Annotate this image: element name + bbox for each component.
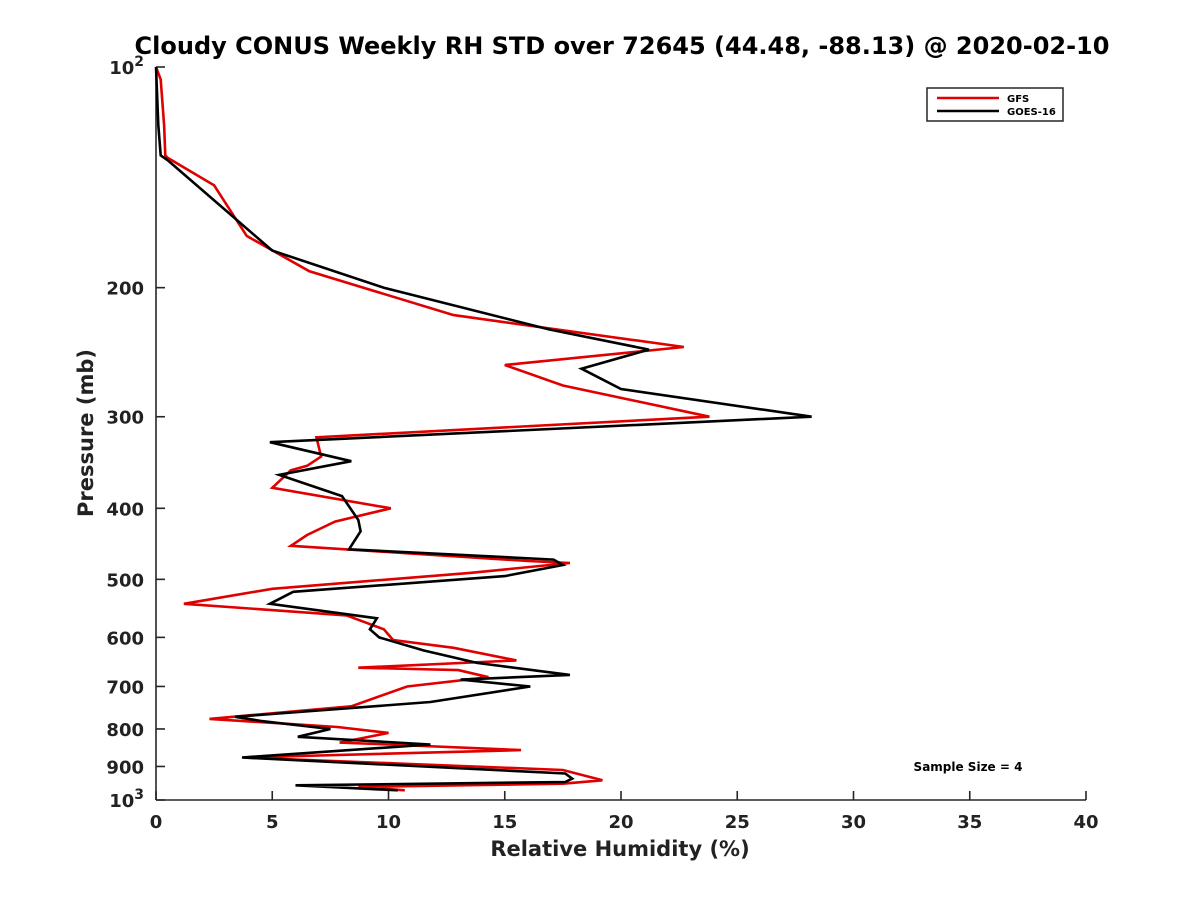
y-tick-label: 102 [109, 54, 144, 79]
series-line-goes-16 [154, 66, 812, 792]
y-tick-label: 600 [106, 628, 144, 649]
y-tick-label: 800 [106, 720, 144, 741]
x-tick-label: 40 [1073, 812, 1098, 833]
x-tick-label: 15 [492, 812, 517, 833]
y-axis-label: Pressure (mb) [74, 349, 98, 517]
series-line-gfs [154, 66, 710, 792]
y-tick-label: 103 [109, 787, 144, 812]
legend-label: GFS [1007, 94, 1029, 105]
y-tick-label: 700 [106, 677, 144, 698]
x-tick-label: 25 [725, 812, 750, 833]
x-tick-label: 20 [608, 812, 633, 833]
legend-box [926, 87, 1064, 122]
x-tick-label: 5 [266, 812, 279, 833]
x-tick-label: 30 [841, 812, 866, 833]
y-tick-label: 400 [106, 499, 144, 520]
y-tick-label: 900 [106, 757, 144, 778]
legend: GFS GOES-16 [926, 87, 1064, 122]
x-axis-label: Relative Humidity (%) [490, 837, 749, 861]
y-tick-label: 200 [106, 279, 144, 300]
y-tick-label: 500 [106, 570, 144, 591]
x-tick-label: 0 [150, 812, 163, 833]
x-tick-label: 35 [957, 812, 982, 833]
x-tick-label: 10 [376, 812, 401, 833]
y-tick-label: 300 [106, 408, 144, 429]
axes: 0 5 10 15 20 25 30 35 40 102 200 300 400 500 600 700 800… [106, 54, 1098, 833]
legend-label: GOES-16 [1007, 107, 1056, 118]
series-layer [154, 66, 812, 792]
chart-title: Cloudy CONUS Weekly RH STD over 72645 (4… [135, 32, 1110, 60]
sample-size-annotation: Sample Size = 4 [914, 760, 1023, 774]
